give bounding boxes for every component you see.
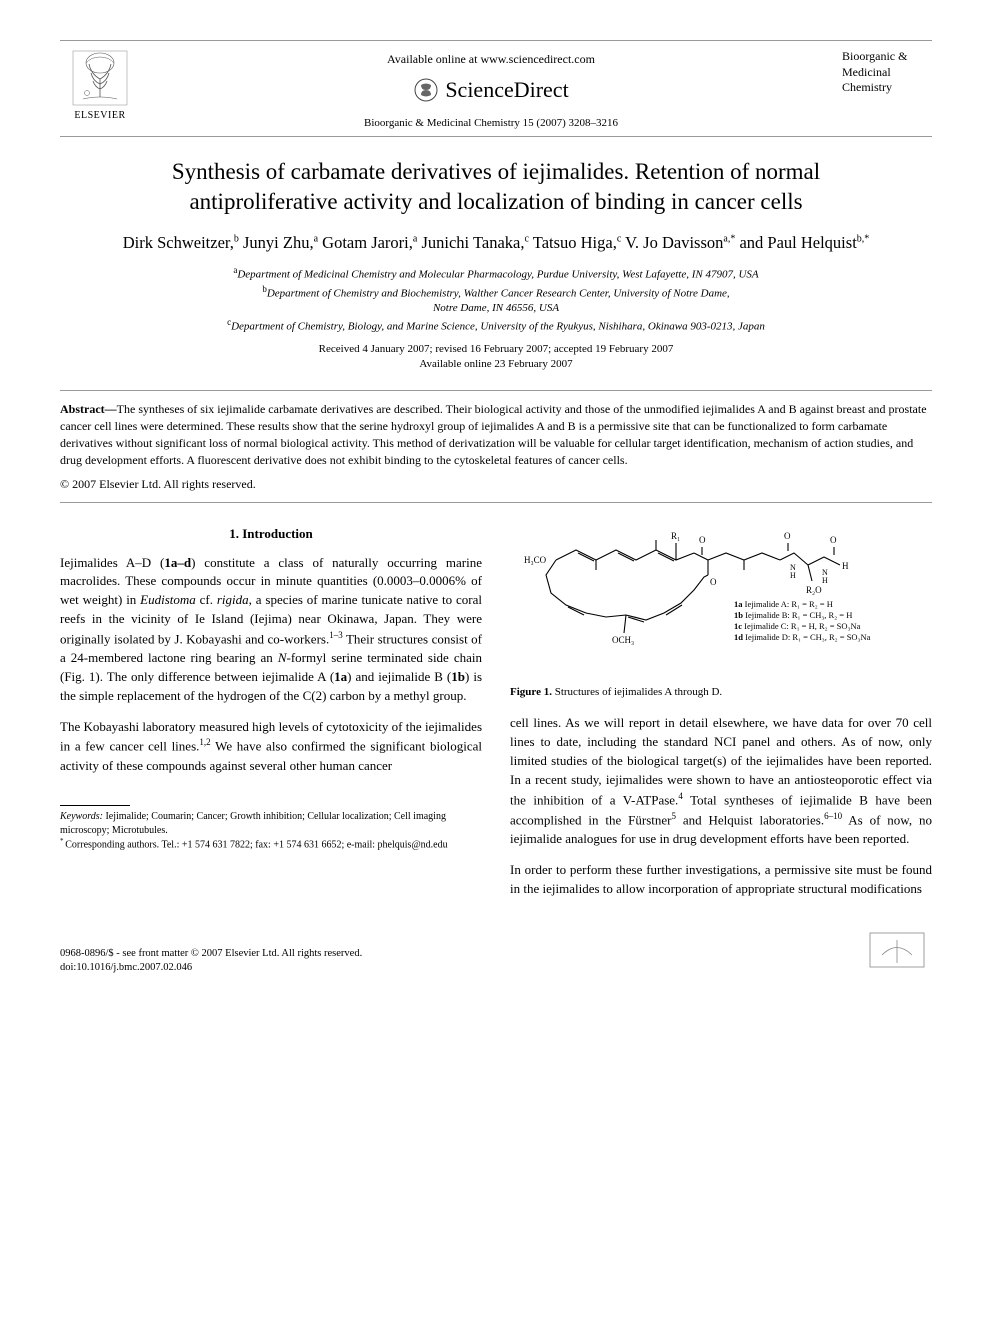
- svg-text:1b Iejimalide B: R₁ = CH₃, R₂: 1b Iejimalide B: R₁ = CH₃, R₂ = H: [734, 610, 852, 620]
- footer-line: 0968-0896/$ - see front matter © 2007 El…: [60, 947, 862, 961]
- journal-name-line: Chemistry: [842, 80, 932, 96]
- available-online-text: Available online at www.sciencedirect.co…: [140, 51, 842, 68]
- svg-text:H₃CO: H₃CO: [524, 555, 547, 565]
- svg-text:H: H: [842, 561, 849, 571]
- rule: [60, 502, 932, 503]
- paragraph: In order to perform these further invest…: [510, 861, 932, 899]
- chemical-structure-svg: H₃CO R₁ O O O N H O N H H R₂O OCH₃ 1a Ie…: [510, 525, 932, 675]
- publisher-mark-icon: [862, 925, 932, 975]
- article-title: Synthesis of carbamate derivatives of ie…: [100, 157, 892, 217]
- svg-text:O: O: [830, 535, 837, 545]
- footer-text: 0968-0896/$ - see front matter © 2007 El…: [60, 947, 862, 974]
- footnote-rule: [60, 805, 130, 806]
- abstract-text: The syntheses of six iejimalide carbamat…: [60, 402, 927, 466]
- page-footer: 0968-0896/$ - see front matter © 2007 El…: [60, 925, 932, 975]
- keywords-footnote: Keywords: Iejimalide; Coumarin; Cancer; …: [60, 810, 482, 837]
- article-dates: Received 4 January 2007; revised 16 Febr…: [60, 342, 932, 372]
- svg-text:1a Iejimalide A: R₁ = R₂ = H: 1a Iejimalide A: R₁ = R₂ = H: [734, 599, 833, 609]
- copyright-line: © 2007 Elsevier Ltd. All rights reserved…: [60, 476, 932, 493]
- paragraph: Iejimalides A–D (1a–d) constitute a clas…: [60, 554, 482, 706]
- rule: [60, 390, 932, 391]
- svg-text:O: O: [784, 531, 791, 541]
- dates-available: Available online 23 February 2007: [60, 357, 932, 372]
- affiliation-c: cDepartment of Chemistry, Biology, and M…: [100, 316, 892, 335]
- keywords-label: Keywords:: [60, 811, 103, 822]
- corresponding-footnote: * Corresponding authors. Tel.: +1 574 63…: [60, 837, 482, 852]
- elsevier-logo-block: ELSEVIER: [60, 49, 140, 124]
- affiliation-b: bDepartment of Chemistry and Biochemistr…: [100, 283, 892, 302]
- svg-text:R₂O: R₂O: [806, 585, 822, 595]
- sciencedirect-logo: ScienceDirect: [413, 74, 568, 106]
- svg-text:1c Iejimalide C: R₁ = H, R₂ =: 1c Iejimalide C: R₁ = H, R₂ = SO₃Na: [734, 621, 861, 631]
- left-column: 1. Introduction Iejimalides A–D (1a–d) c…: [60, 525, 482, 911]
- figure-1: H₃CO R₁ O O O N H O N H H R₂O OCH₃ 1a Ie…: [510, 525, 932, 701]
- right-column: H₃CO R₁ O O O N H O N H H R₂O OCH₃ 1a Ie…: [510, 525, 932, 911]
- journal-header: ELSEVIER Available online at www.science…: [60, 40, 932, 137]
- journal-name-block: Bioorganic & Medicinal Chemistry: [842, 49, 932, 96]
- figure-label: Figure 1.: [510, 686, 552, 698]
- svg-text:R₁: R₁: [671, 531, 680, 541]
- abstract: Abstract—The syntheses of six iejimalide…: [60, 401, 932, 468]
- figure-caption: Figure 1. Structures of iejimalides A th…: [510, 685, 932, 701]
- svg-text:O: O: [699, 535, 706, 545]
- affiliations: aDepartment of Medicinal Chemistry and M…: [100, 264, 892, 334]
- body-columns: 1. Introduction Iejimalides A–D (1a–d) c…: [60, 525, 932, 911]
- svg-text:1d Iejimalide D: R₁ = CH₃, R₂: 1d Iejimalide D: R₁ = CH₃, R₂ = SO₃Na: [734, 632, 871, 642]
- svg-text:H: H: [790, 571, 796, 580]
- sciencedirect-text: ScienceDirect: [445, 74, 568, 106]
- dates-received: Received 4 January 2007; revised 16 Febr…: [60, 342, 932, 357]
- journal-name-line: Bioorganic &: [842, 49, 932, 65]
- svg-text:OCH₃: OCH₃: [612, 635, 634, 645]
- section-heading: 1. Introduction: [60, 525, 482, 544]
- affiliation-a: aDepartment of Medicinal Chemistry and M…: [100, 264, 892, 283]
- paragraph: cell lines. As we will report in detail …: [510, 714, 932, 849]
- svg-text:H: H: [822, 576, 828, 585]
- elsevier-label: ELSEVIER: [74, 109, 125, 124]
- authors-line: Dirk Schweitzer,b Junyi Zhu,a Gotam Jaro…: [90, 231, 902, 254]
- journal-reference: Bioorganic & Medicinal Chemistry 15 (200…: [140, 116, 842, 132]
- figure-caption-text: Structures of iejimalides A through D.: [552, 686, 722, 698]
- journal-name-line: Medicinal: [842, 65, 932, 81]
- elsevier-tree-icon: [71, 49, 129, 107]
- footer-doi: doi:10.1016/j.bmc.2007.02.046: [60, 961, 862, 975]
- svg-text:O: O: [710, 577, 717, 587]
- sciencedirect-icon: [413, 77, 439, 103]
- abstract-label: Abstract—: [60, 402, 117, 416]
- header-center: Available online at www.sciencedirect.co…: [140, 49, 842, 132]
- paragraph: The Kobayashi laboratory measured high l…: [60, 718, 482, 776]
- keywords-text: Iejimalide; Coumarin; Cancer; Growth inh…: [60, 811, 446, 836]
- affiliation-b-cont: Notre Dame, IN 46556, USA: [100, 301, 892, 316]
- corresponding-text: Corresponding authors. Tel.: +1 574 631 …: [65, 840, 447, 851]
